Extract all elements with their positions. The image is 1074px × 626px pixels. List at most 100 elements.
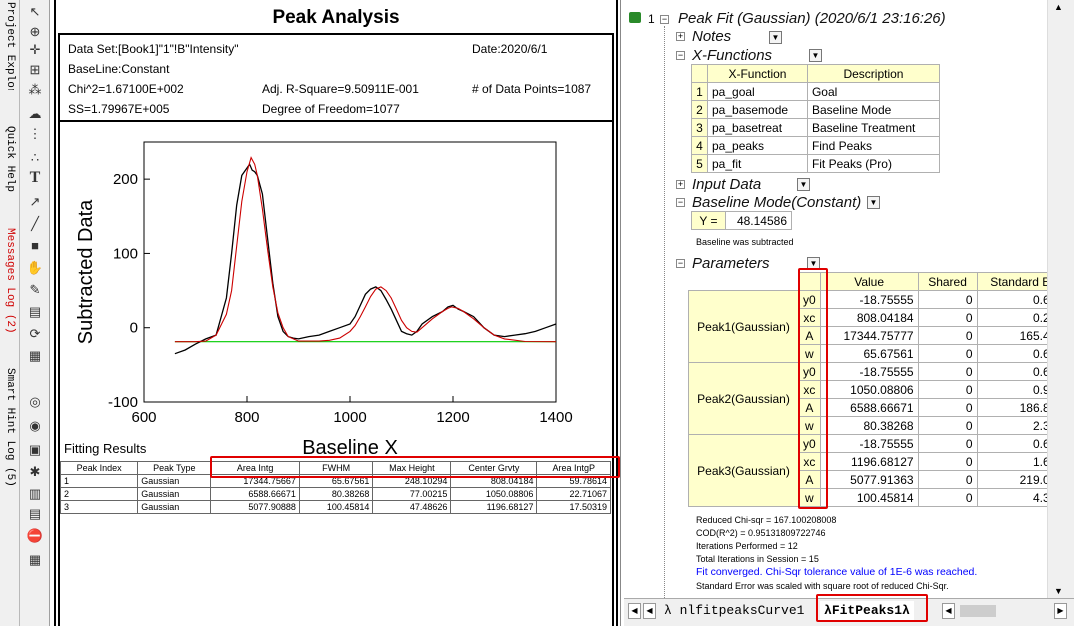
star-icon[interactable]: ✱	[29, 464, 41, 479]
input-data-dropdown[interactable]: ▼	[797, 178, 810, 191]
section-parameters[interactable]: Parameters	[692, 255, 770, 272]
collapse-icon[interactable]: −	[660, 14, 669, 24]
fit-col-header: Peak Index	[59, 461, 139, 475]
regional-data-selector-icon[interactable]: ▤	[28, 304, 42, 319]
peak-group-label: Peak1(Gaussian)	[688, 290, 799, 363]
root-title: Peak Fit (Gaussian) (2020/6/1 23:16:26)	[678, 10, 946, 27]
table-cell: 65.67561	[819, 344, 919, 363]
tab-fitpeaks1[interactable]: λFitPeaks1λ	[820, 601, 914, 621]
table-row: A 6588.66671 0 186.827	[689, 398, 1069, 417]
line-tool-icon[interactable]: ╱	[31, 216, 39, 231]
lock-icon[interactable]	[629, 12, 641, 23]
region-icon[interactable]: ∴	[30, 150, 40, 165]
collapse-icon[interactable]: −	[676, 50, 685, 60]
x-tick-label: 1000	[333, 409, 366, 426]
scroll-down-icon[interactable]: ▼	[1054, 586, 1063, 596]
section-notes[interactable]: Notes	[692, 28, 732, 45]
vertical-tab-strip: Project Explorer (1) Quick Help Messages…	[0, 0, 20, 626]
section-xfunctions[interactable]: X-Functions	[692, 47, 773, 64]
fitting-results-table: Peak Index Peak Type Area Intg FWHM Max Heig…	[59, 461, 611, 514]
table-cell: 0	[917, 488, 978, 507]
table-cell: 186.827	[976, 398, 1069, 417]
table-cell: 17344.75777	[819, 326, 919, 345]
section-baseline-mode[interactable]: Baseline Mode(Constant)	[692, 194, 862, 211]
fitting-results-label: Fitting Results	[64, 441, 147, 456]
table-cell: Goal	[806, 82, 941, 101]
tab-smart-hint-log[interactable]: Smart Hint Log (5)	[4, 368, 16, 486]
data-reader-icon[interactable]: ⊞	[29, 62, 41, 77]
table-cell: A	[798, 470, 821, 489]
table-cell: 0	[917, 470, 978, 489]
tab-scroll-right-icon[interactable]: ▶	[1054, 603, 1067, 619]
fit-statistics: Reduced Chi-sqr = 167.100208008 COD(R^2) …	[696, 514, 836, 566]
tab-project-explorer[interactable]: Project Explorer (1)	[4, 2, 16, 90]
table-cell: Gaussian	[137, 487, 212, 501]
parameters-table: Value Shared Standard Er Peak1(Gaussian) y0…	[688, 272, 1069, 507]
table-cell: Fit Peaks (Pro)	[806, 154, 941, 173]
zoom-icon[interactable]: ⊕	[29, 24, 41, 39]
pan-icon[interactable]: ✋	[26, 260, 44, 275]
tree-guide	[664, 26, 665, 598]
table-row: 4 pa_peaks Find Peaks	[691, 136, 941, 155]
folder-icon[interactable]: ⛔	[26, 528, 44, 543]
table-row: w65.6756100.629	[689, 344, 1069, 363]
collapse-icon[interactable]: −	[676, 197, 685, 207]
draw-data-icon[interactable]: ✎	[29, 282, 41, 297]
xfunctions-dropdown[interactable]: ▼	[809, 49, 822, 62]
tab-messages-log[interactable]: Messages Log (2)	[4, 228, 16, 334]
xf-col-header: X-Function	[707, 64, 808, 83]
collapse-icon[interactable]: −	[676, 258, 685, 268]
zoom-panel-icon[interactable]: ▦	[28, 348, 42, 363]
pointer-icon[interactable]: ↖	[29, 4, 41, 19]
mask-icon[interactable]: ☁	[28, 106, 42, 121]
table-cell: Gaussian	[137, 474, 212, 488]
x-tick-label: 1200	[436, 409, 469, 426]
dof-text: Degree of Freedom=1077	[262, 102, 400, 116]
plot-details-icon[interactable]: ◎	[29, 394, 41, 409]
vertical-scrollbar[interactable]: ▲ ▼	[1047, 0, 1074, 598]
tab-nlfitpeakscurve1[interactable]: λ nlfitpeaksCurve1	[664, 603, 805, 618]
table-row: 2 pa_basemode Baseline Mode	[691, 100, 941, 119]
expand-icon[interactable]: +	[676, 179, 685, 189]
prev-sheet-icon[interactable]: ◀	[643, 603, 656, 619]
scroll-up-icon[interactable]: ▲	[1054, 2, 1063, 12]
report-info-box: Data Set:[Book1]"1"!B"Intensity" Date:20…	[58, 33, 614, 122]
table-cell: 1196.68127	[450, 500, 538, 514]
scale-icon[interactable]: ✛	[29, 42, 41, 57]
rotate-icon[interactable]: ⟳	[29, 326, 41, 341]
tools-toolbar: ↖ ⊕ ✛ ⊞ ⁂ ☁ ⋮ ∴ T ↗ ╱ ■ ✋ ✎ ▤ ⟳ ▦ ◎ ◉ ▣ …	[20, 0, 50, 626]
table-cell: 0	[917, 380, 978, 399]
xf-corner-cell	[691, 64, 708, 83]
ss-text: SS=1.79967E+005	[68, 102, 170, 116]
arrow-tool-icon[interactable]: ↗	[29, 194, 41, 209]
fit-stat-line: Iterations Performed = 12	[696, 541, 798, 551]
param-col-header: Standard Er	[976, 272, 1069, 291]
notes-dropdown[interactable]: ▼	[769, 31, 782, 44]
horizontal-scroll-thumb[interactable]	[960, 605, 996, 617]
lasso-icon[interactable]: ⋮	[28, 126, 42, 141]
tab-scroll-left-icon[interactable]: ◀	[942, 603, 955, 619]
rectangle-tool-icon[interactable]: ■	[31, 238, 39, 253]
table-cell: 1	[691, 82, 708, 101]
table-cell: 47.48626	[372, 500, 452, 514]
table-icon[interactable]: ▥	[28, 486, 42, 501]
tab-quick-help[interactable]: Quick Help	[4, 126, 16, 193]
table-icon[interactable]: ▤	[28, 506, 42, 521]
new-sheet-icon[interactable]: ▣	[28, 442, 42, 457]
table-icon[interactable]: ▦	[28, 552, 42, 567]
expand-icon[interactable]: +	[676, 31, 685, 41]
baseline-dropdown[interactable]: ▼	[867, 196, 880, 209]
table-cell: 6588.66671	[819, 398, 919, 417]
first-sheet-icon[interactable]: ◀	[628, 603, 641, 619]
plot-details-icon[interactable]: ◉	[29, 418, 41, 433]
screen-reader-icon[interactable]: ⁂	[28, 82, 42, 97]
table-row: 3 pa_basetreat Baseline Treatment	[691, 118, 941, 137]
table-cell: 4	[691, 136, 708, 155]
text-tool-icon[interactable]: T	[29, 169, 41, 186]
peak-fit-chart: 600 800 1000 1200 1400 -100 0 100 200 Baseline X S…	[75, 141, 573, 459]
table-cell: 100.45814	[298, 500, 374, 514]
table-cell: 0	[917, 326, 978, 345]
section-input-data[interactable]: Input Data	[692, 176, 762, 193]
table-cell: 77.00215	[372, 487, 452, 501]
param-corner-cell	[689, 273, 799, 291]
